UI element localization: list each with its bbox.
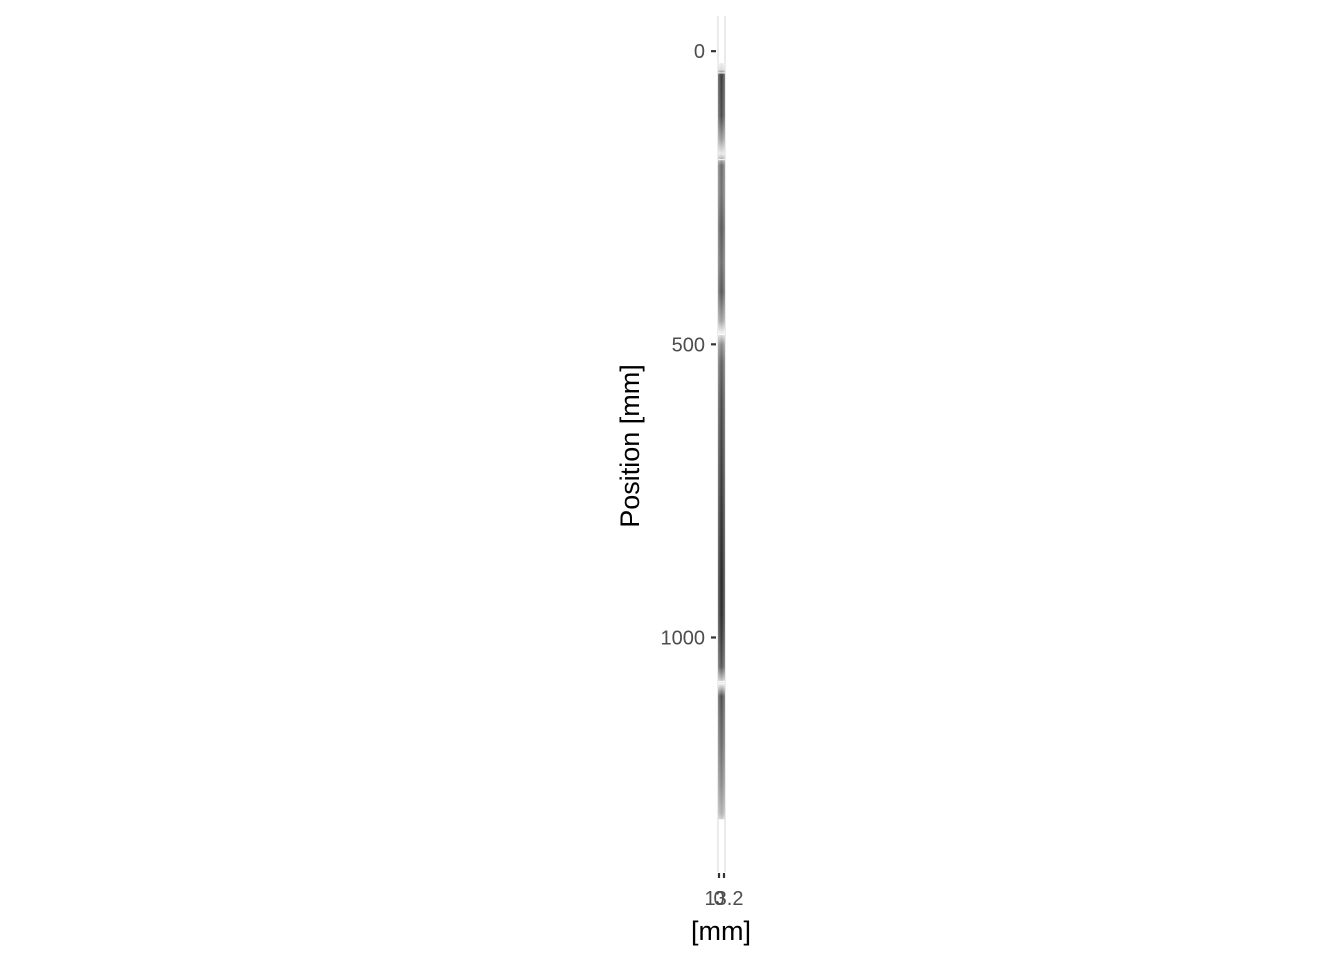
x-tick-label-1: 13.2: [705, 888, 744, 910]
x-axis: 013.2: [705, 873, 744, 910]
y-axis-title: Position [mm]: [615, 364, 645, 528]
scan-strip-sheen: [718, 62, 725, 820]
x-tick-label-0: 0: [713, 888, 724, 910]
y-axis: 0 500 1000: [661, 41, 716, 649]
y-tick-label-0: 0: [694, 41, 705, 63]
x-axis-title: [mm]: [691, 916, 751, 946]
scan-image: [718, 62, 725, 820]
y-tick-label-500: 500: [672, 334, 705, 356]
y-tick-label-1000: 1000: [661, 627, 706, 649]
